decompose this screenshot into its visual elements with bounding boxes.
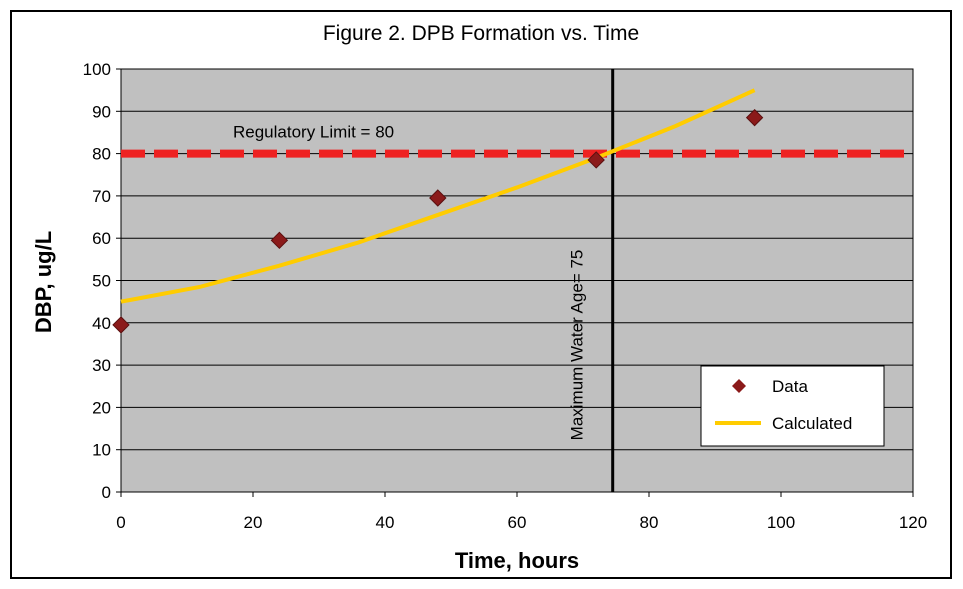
data-point (270, 231, 289, 250)
y-tick-label: 0 (102, 483, 111, 502)
regulatory-limit-label: Regulatory Limit = 80 (233, 123, 394, 142)
y-tick-label: 90 (92, 102, 111, 121)
max-water-age-label: Maximum Water Age= 75 (568, 250, 587, 441)
y-tick-label: 10 (92, 441, 111, 460)
x-tick-label: 80 (640, 513, 659, 532)
legend (700, 365, 885, 447)
y-tick-label: 60 (92, 229, 111, 248)
y-tick-label: 40 (92, 314, 111, 333)
x-tick-label: 20 (244, 513, 263, 532)
x-tick-label: 60 (508, 513, 527, 532)
chart-title: Figure 2. DPB Formation vs. Time (323, 22, 639, 45)
legend-data-marker (732, 379, 746, 393)
calculated-line (120, 88, 756, 304)
data-point (112, 316, 130, 334)
y-tick-label: 50 (92, 272, 111, 291)
legend-label: Calculated (772, 414, 852, 433)
x-tick-label: 0 (116, 513, 125, 532)
x-axis-label: Time, hours (455, 548, 579, 573)
data-point (745, 108, 764, 127)
x-tick-label: 120 (899, 513, 927, 532)
data-point (429, 189, 447, 207)
y-tick-label: 70 (92, 187, 111, 206)
y-tick-label: 20 (92, 398, 111, 417)
legend-label: Data (772, 377, 808, 396)
y-tick-label: 30 (92, 356, 111, 375)
x-tick-label: 40 (376, 513, 395, 532)
y-axis-label: DBP, ug/L (31, 231, 56, 333)
data-point (587, 151, 605, 169)
x-tick-label: 100 (767, 513, 795, 532)
y-tick-label: 80 (92, 145, 111, 164)
y-tick-label: 100 (83, 60, 111, 79)
